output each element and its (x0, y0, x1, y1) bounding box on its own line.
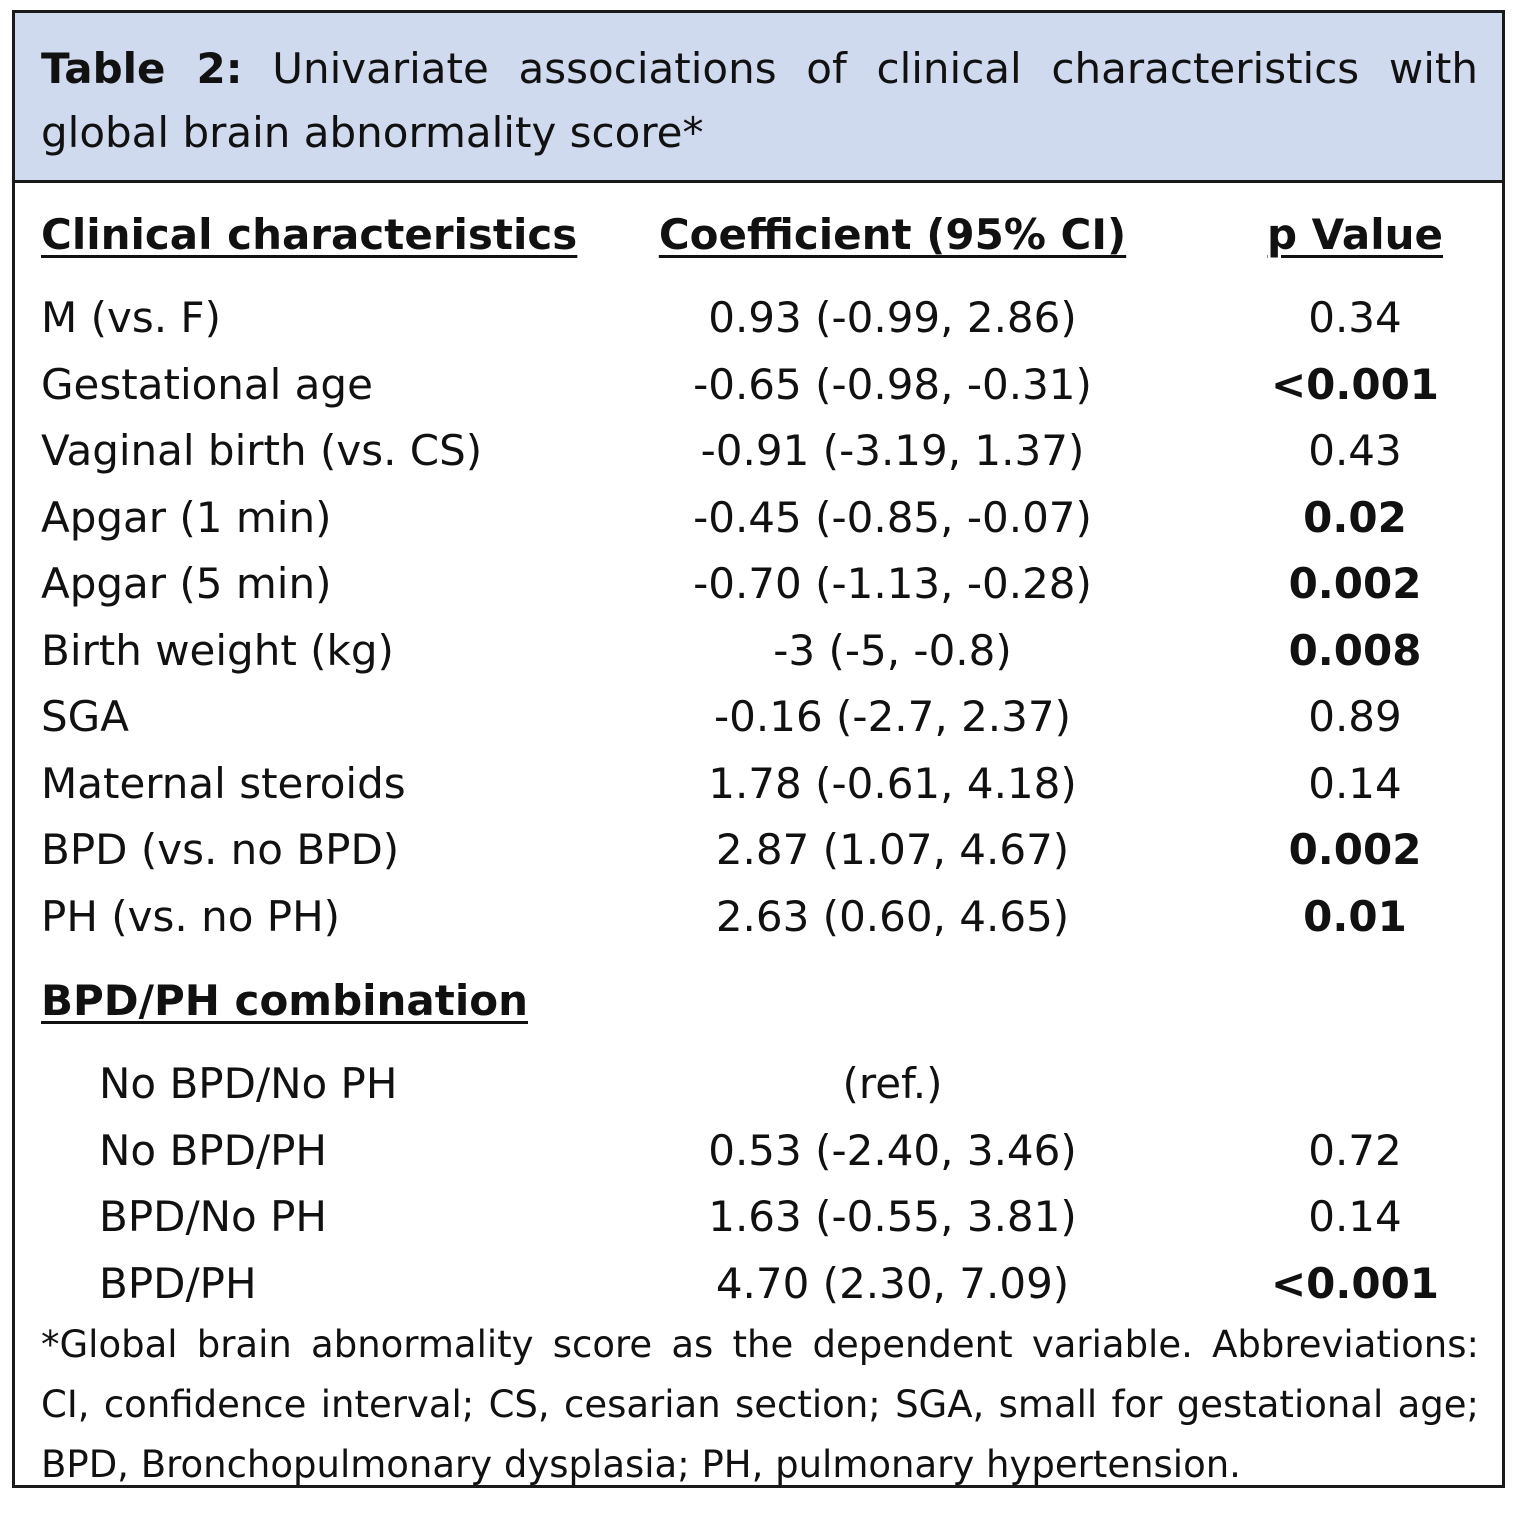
row-label: No BPD/PH (99, 1125, 328, 1175)
row-p-value: <0.001 (1270, 1258, 1440, 1308)
row-p-value: 0.002 (1288, 825, 1422, 874)
row-label: PH (vs. no PH) (41, 891, 341, 941)
table-row: Birth weight (kg) -3 (-5, -0.8) 0.008 (15, 621, 1502, 681)
table-footnote: *Global brain abnormality score as the d… (41, 1323, 1479, 1486)
row-coefficient: -0.65 (-0.98, -0.31) (693, 359, 1092, 409)
row-label: Birth weight (kg) (41, 625, 394, 675)
table-row: Apgar (5 min) -0.70 (-1.13, -0.28) 0.002 (15, 554, 1502, 614)
table-frame: Table 2: Univariate associations of clin… (12, 10, 1505, 1488)
row-p-value: 0.89 (1308, 692, 1402, 741)
header-coefficient: Coefficient (95% CI) (658, 210, 1127, 259)
row-coefficient: 1.63 (-0.55, 3.81) (708, 1192, 1077, 1241)
row-label: Vaginal birth (vs. CS) (41, 426, 483, 475)
row-coefficient: -0.45 (-0.85, -0.07) (693, 492, 1092, 542)
row-coefficient: 4.70 (2.30, 7.09) (715, 1258, 1070, 1308)
row-coefficient: -0.91 (-3.19, 1.37) (700, 426, 1085, 475)
row-p-value: 0.43 (1308, 426, 1402, 475)
row-coefficient: (ref.) (842, 1059, 943, 1108)
row-coefficient: 1.78 (-0.61, 4.18) (708, 758, 1077, 808)
header-clinical-characteristics: Clinical characteristics (41, 210, 578, 259)
table-row: BPD (vs. no BPD) 2.87 (1.07, 4.67) 0.002 (15, 820, 1502, 880)
row-coefficient: 0.53 (-2.40, 3.46) (708, 1125, 1077, 1175)
row-p-value: 0.008 (1288, 625, 1422, 675)
table-row: Gestational age -0.65 (-0.98, -0.31) <0.00… (15, 355, 1502, 415)
combination-header-row: BPD/PH combination (15, 971, 1502, 1031)
row-label: BPD (vs. no BPD) (41, 825, 400, 874)
table-row: Apgar (1 min) -0.45 (-0.85, -0.07) 0.02 (15, 488, 1502, 548)
row-label: BPD/No PH (99, 1192, 328, 1241)
row-label: M (vs. F) (41, 293, 221, 342)
row-label: Apgar (5 min) (41, 559, 332, 608)
row-p-value: 0.14 (1308, 758, 1402, 808)
table-row: BPD/PH 4.70 (2.30, 7.09) <0.001 (15, 1254, 1502, 1314)
caption-text: Univariate associations of clinical char… (41, 44, 1478, 157)
row-label: SGA (41, 692, 129, 741)
table-row: SGA -0.16 (-2.7, 2.37) 0.89 (15, 687, 1502, 747)
row-p-value: 0.01 (1303, 891, 1407, 941)
row-label: Gestational age (41, 359, 373, 409)
table-row: Vaginal birth (vs. CS) -0.91 (-3.19, 1.37… (15, 421, 1502, 481)
column-header-row: Clinical characteristics Coefficient (95… (15, 205, 1502, 265)
table-row: M (vs. F) 0.93 (-0.99, 2.86) 0.34 (15, 288, 1502, 348)
row-label: No BPD/No PH (99, 1059, 398, 1108)
combination-heading: BPD/PH combination (41, 976, 528, 1025)
row-label: Maternal steroids (41, 758, 406, 808)
row-coefficient: 0.93 (-0.99, 2.86) (708, 293, 1077, 342)
header-p-value: p Value (1266, 210, 1444, 259)
row-p-value: 0.34 (1308, 293, 1402, 342)
row-p-value: 0.002 (1288, 559, 1422, 608)
table-row: Maternal steroids 1.78 (-0.61, 4.18) 0.14 (15, 754, 1502, 814)
row-coefficient: 2.63 (0.60, 4.65) (715, 891, 1070, 941)
row-label: BPD/PH (99, 1258, 257, 1308)
row-coefficient: 2.87 (1.07, 4.67) (715, 825, 1070, 874)
table-row: BPD/No PH 1.63 (-0.55, 3.81) 0.14 (15, 1187, 1502, 1247)
table-row: PH (vs. no PH) 2.63 (0.60, 4.65) 0.01 (15, 887, 1502, 947)
row-label: Apgar (1 min) (41, 492, 332, 542)
row-coefficient: -3 (-5, -0.8) (773, 625, 1012, 675)
row-coefficient: -0.16 (-2.7, 2.37) (714, 692, 1071, 741)
table-row: No BPD/No PH (ref.) (15, 1054, 1502, 1114)
row-p-value: 0.14 (1308, 1192, 1402, 1241)
caption-label: Table 2: (41, 44, 243, 93)
table-caption: Table 2: Univariate associations of clin… (15, 13, 1502, 183)
row-p-value: 0.72 (1308, 1125, 1402, 1175)
row-coefficient: -0.70 (-1.13, -0.28) (693, 559, 1092, 608)
row-p-value: <0.001 (1270, 359, 1440, 409)
row-p-value: 0.02 (1303, 492, 1407, 542)
table-row: No BPD/PH 0.53 (-2.40, 3.46) 0.72 (15, 1121, 1502, 1181)
